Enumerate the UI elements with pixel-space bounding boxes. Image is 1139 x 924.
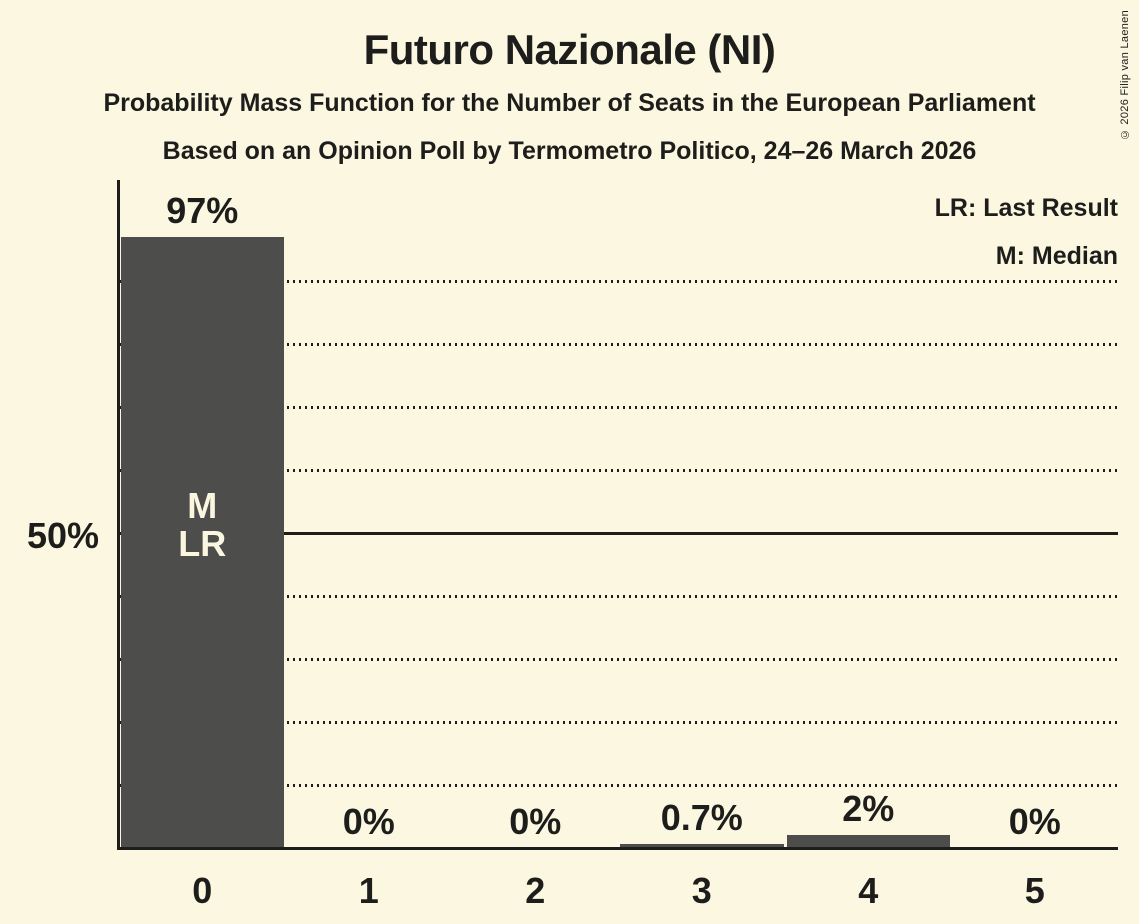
bar-value-label-5: 0%: [1008, 801, 1061, 842]
x-tick-label-3: 3: [691, 870, 712, 911]
bar-seats-4: [786, 835, 950, 848]
chart-source-line: Based on an Opinion Poll by Termometro P…: [162, 137, 977, 165]
gridline-90pct: [119, 280, 1118, 283]
bar-value-label-1: 0%: [342, 801, 395, 842]
x-tick-label-4: 4: [858, 870, 879, 911]
x-tick-label-0: 0: [192, 870, 213, 911]
bar-seats-3: [620, 843, 784, 848]
bar-inner-label-line: LR: [178, 523, 227, 564]
x-tick-label-5: 5: [1024, 870, 1045, 911]
y-axis-line: [117, 180, 120, 850]
gridline-40pct: [119, 595, 1118, 598]
bar-seats-0: [120, 236, 284, 848]
gridline-60pct: [119, 469, 1118, 472]
x-tick-label-2: 2: [525, 870, 546, 911]
legend-median: M: Median: [995, 242, 1118, 270]
y-reference-label: 50%: [26, 515, 99, 556]
gridline-70pct: [119, 406, 1118, 409]
chart-title: Futuro Nazionale (NI): [363, 26, 776, 73]
bar-value-label-3: 0.7%: [660, 796, 743, 838]
gridline-30pct: [119, 658, 1118, 661]
legend: LR: Last Result M: Median: [935, 184, 1118, 280]
gridline-10pct: [119, 784, 1118, 787]
bar-inner-label-line: M: [187, 485, 218, 526]
bar-value-label-0: 97%: [166, 189, 239, 231]
x-axis-line: [117, 847, 1118, 850]
chart-subtitle: Probability Mass Function for the Number…: [103, 89, 1036, 117]
legend-last-result: LR: Last Result: [934, 194, 1118, 222]
x-tick-label-1: 1: [358, 870, 379, 911]
bar-value-label-4: 2%: [842, 788, 895, 830]
gridline-80pct: [119, 343, 1118, 346]
y-reference-line-50: [119, 531, 1118, 535]
gridline-20pct: [119, 721, 1118, 724]
bar-value-label-2: 0%: [509, 801, 562, 842]
bar-inner-label-0: M LR: [119, 487, 286, 563]
